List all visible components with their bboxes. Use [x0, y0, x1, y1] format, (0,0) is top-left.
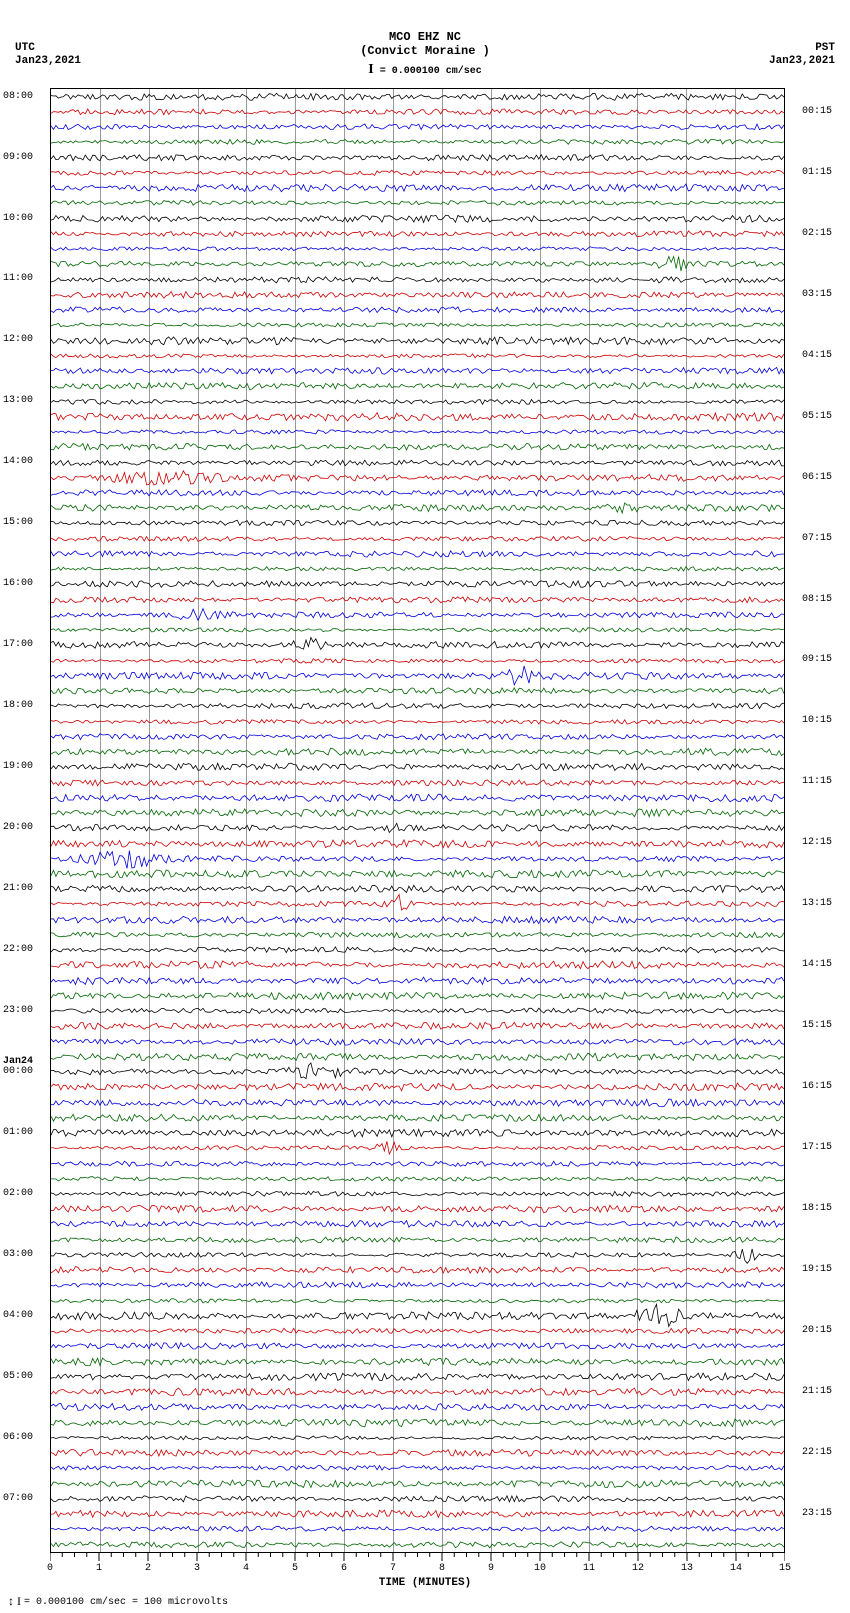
x-tick-label: 15	[779, 1563, 791, 1574]
pst-hour-label: 02:15	[802, 228, 832, 239]
utc-hour-label: 14:00	[3, 456, 33, 467]
x-axis: 0123456789101112131415	[50, 1555, 785, 1575]
left-date-label: Jan23,2021	[15, 55, 81, 67]
x-tick-label: 0	[47, 1563, 53, 1574]
x-tick-label: 3	[194, 1563, 200, 1574]
pst-hour-label: 16:15	[802, 1081, 832, 1092]
x-axis-title: TIME (MINUTES)	[0, 1577, 850, 1589]
seismogram-container: MCO EHZ NC (Convict Moraine ) I = 0.0001…	[0, 0, 850, 1613]
pst-hour-label: 11:15	[802, 776, 832, 787]
utc-hour-label: 01:00	[3, 1127, 33, 1138]
x-tick-label: 11	[583, 1563, 595, 1574]
x-tick-label: 10	[534, 1563, 546, 1574]
pst-hour-label: 13:15	[802, 898, 832, 909]
utc-hour-label: 19:00	[3, 761, 33, 772]
utc-hour-label: 18:00	[3, 700, 33, 711]
x-tick-label: 5	[292, 1563, 298, 1574]
x-tick-label: 4	[243, 1563, 249, 1574]
x-tick-label: 8	[439, 1563, 445, 1574]
x-tick-label: 12	[632, 1563, 644, 1574]
pst-hour-label: 21:15	[802, 1386, 832, 1397]
utc-hour-label: 07:00	[3, 1493, 33, 1504]
x-tick-label: 1	[96, 1563, 102, 1574]
pst-hour-label: 12:15	[802, 837, 832, 848]
x-tick-label: 6	[341, 1563, 347, 1574]
pst-hour-label: 14:15	[802, 959, 832, 970]
right-date-label: Jan23,2021	[769, 55, 835, 67]
pst-hour-label: 03:15	[802, 289, 832, 300]
utc-hour-label: 21:00	[3, 883, 33, 894]
station-code: MCO EHZ NC	[0, 30, 850, 44]
pst-hour-label: 05:15	[802, 411, 832, 422]
utc-hour-label: 15:00	[3, 517, 33, 528]
pst-hour-label: 08:15	[802, 594, 832, 605]
utc-hour-label: 22:00	[3, 944, 33, 955]
utc-hour-label: 17:00	[3, 639, 33, 650]
utc-hour-label: 10:00	[3, 213, 33, 224]
pst-hour-label: 09:15	[802, 654, 832, 665]
x-tick-label: 13	[681, 1563, 693, 1574]
station-location: (Convict Moraine )	[0, 44, 850, 58]
x-tick-label: 7	[390, 1563, 396, 1574]
pst-hour-label: 18:15	[802, 1203, 832, 1214]
utc-hour-label: 16:00	[3, 578, 33, 589]
utc-hour-label: 06:00	[3, 1432, 33, 1443]
x-tick-label: 14	[730, 1563, 742, 1574]
pst-hour-label: 17:15	[802, 1142, 832, 1153]
utc-hour-label: 20:00	[3, 822, 33, 833]
pst-hour-label: 10:15	[802, 715, 832, 726]
utc-hour-label: 09:00	[3, 152, 33, 163]
helicorder-chart: 08:0000:1509:0001:1510:0002:1511:0003:15…	[50, 88, 785, 1553]
footer-scale: ↕ I = 0.000100 cm/sec = 100 microvolts	[8, 1594, 228, 1609]
utc-hour-label: 08:00	[3, 91, 33, 102]
x-tick-label: 2	[145, 1563, 151, 1574]
utc-hour-label: 00:00	[3, 1066, 33, 1077]
header: MCO EHZ NC (Convict Moraine ) I = 0.0001…	[0, 0, 850, 78]
pst-hour-label: 07:15	[802, 533, 832, 544]
pst-hour-label: 19:15	[802, 1264, 832, 1275]
trace-row	[51, 1544, 784, 1545]
pst-hour-label: 15:15	[802, 1020, 832, 1031]
utc-hour-label: 13:00	[3, 395, 33, 406]
utc-hour-label: 02:00	[3, 1188, 33, 1199]
utc-hour-label: 23:00	[3, 1005, 33, 1016]
pst-hour-label: 20:15	[802, 1325, 832, 1336]
pst-hour-label: 06:15	[802, 472, 832, 483]
mid-date-label: Jan24	[3, 1056, 33, 1067]
pst-hour-label: 00:15	[802, 106, 832, 117]
utc-hour-label: 03:00	[3, 1249, 33, 1260]
utc-hour-label: 11:00	[3, 273, 33, 284]
x-tick-label: 9	[488, 1563, 494, 1574]
left-tz-label: UTC	[15, 42, 35, 54]
utc-hour-label: 04:00	[3, 1310, 33, 1321]
pst-hour-label: 23:15	[802, 1508, 832, 1519]
pst-hour-label: 01:15	[802, 167, 832, 178]
right-tz-label: PST	[815, 42, 835, 54]
utc-hour-label: 05:00	[3, 1371, 33, 1382]
utc-hour-label: 12:00	[3, 334, 33, 345]
pst-hour-label: 04:15	[802, 350, 832, 361]
pst-hour-label: 22:15	[802, 1447, 832, 1458]
